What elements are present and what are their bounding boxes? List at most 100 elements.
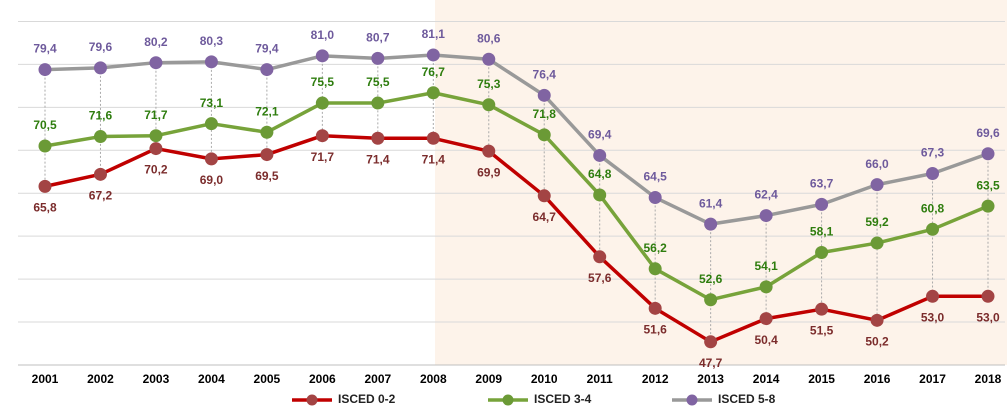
- x-tick-label: 2014: [753, 372, 780, 386]
- x-tick-label: 2006: [309, 372, 336, 386]
- data-label: 50,4: [754, 333, 778, 347]
- series-line: [44, 53, 989, 226]
- point: [926, 289, 940, 303]
- legend-marker: [686, 394, 698, 406]
- point: [704, 217, 718, 231]
- point: [149, 56, 163, 70]
- data-label: 75,5: [366, 75, 390, 89]
- data-label: 50,2: [865, 335, 889, 349]
- point: [815, 245, 829, 259]
- data-label: 53,0: [921, 310, 945, 324]
- legend-label: ISCED 5-8: [718, 392, 776, 406]
- x-tick-label: 2015: [808, 372, 835, 386]
- data-label: 64,5: [643, 170, 667, 184]
- data-label: 65,8: [33, 201, 57, 215]
- data-label: 75,5: [311, 75, 335, 89]
- x-tick-label: 2002: [87, 372, 114, 386]
- plot: 2001 2002 2003 2004 2005 2006 2007 2008 2009 2010…: [32, 27, 1002, 406]
- data-label: 70,5: [33, 118, 57, 132]
- point: [371, 96, 385, 110]
- point: [426, 48, 440, 62]
- data-label: 71,7: [311, 150, 335, 164]
- data-label: 71,8: [533, 107, 557, 121]
- data-label: 60,8: [921, 201, 945, 215]
- point: [315, 96, 329, 110]
- legend-label: ISCED 0-2: [338, 392, 396, 406]
- point: [648, 301, 662, 315]
- point: [260, 148, 274, 162]
- data-label: 81,0: [311, 28, 335, 42]
- point: [870, 313, 884, 327]
- x-tick-label: 2016: [864, 372, 891, 386]
- data-label: 53,0: [976, 310, 1000, 324]
- point: [149, 142, 163, 156]
- point: [315, 129, 329, 143]
- x-tick-label: 2011: [587, 372, 613, 386]
- grid: [18, 20, 1005, 323]
- point: [204, 117, 218, 131]
- data-label: 61,4: [699, 196, 723, 210]
- point: [482, 52, 496, 66]
- data-label: 80,7: [366, 31, 390, 45]
- series-line: [44, 133, 988, 344]
- point: [870, 236, 884, 250]
- point: [537, 189, 551, 203]
- data-label: 54,1: [754, 259, 778, 273]
- data-label: 67,3: [921, 146, 945, 160]
- data-label: 80,3: [200, 34, 224, 48]
- point: [759, 209, 773, 223]
- x-tick-label: 2001: [32, 372, 59, 386]
- x-tick-label: 2009: [475, 372, 502, 386]
- point: [815, 302, 829, 316]
- data-label: 58,1: [810, 225, 834, 239]
- data-label: 69,9: [477, 165, 501, 179]
- x-tick-label: 2018: [975, 372, 1002, 386]
- data-label: 51,5: [810, 323, 834, 337]
- point: [482, 144, 496, 158]
- legend-label: ISCED 3-4: [534, 392, 592, 406]
- data-label: 70,2: [144, 163, 168, 177]
- point: [149, 129, 163, 143]
- data-label: 80,6: [477, 31, 501, 45]
- data-label: 73,1: [200, 96, 224, 110]
- point: [981, 199, 995, 213]
- point: [593, 250, 607, 264]
- data-label: 80,2: [144, 35, 168, 49]
- data-label: 79,4: [33, 42, 57, 56]
- point: [981, 147, 995, 161]
- data-label: 71,4: [366, 152, 390, 166]
- point: [815, 197, 829, 211]
- x-tick-label: 2004: [198, 372, 225, 386]
- data-label: 62,4: [754, 188, 778, 202]
- data-label: 63,7: [810, 177, 834, 191]
- point: [38, 139, 52, 153]
- x-tick-label: 2012: [642, 372, 669, 386]
- data-label: 79,4: [255, 42, 279, 56]
- data-label: 76,7: [422, 65, 446, 79]
- x-tick-label: 2017: [919, 372, 946, 386]
- point: [93, 130, 107, 144]
- legend-marker: [502, 394, 514, 406]
- data-label: 64,7: [533, 210, 557, 224]
- point: [260, 125, 274, 139]
- data-label: 51,6: [643, 322, 667, 336]
- data-label: 71,4: [422, 152, 446, 166]
- point: [593, 188, 607, 202]
- data-label: 71,6: [89, 109, 113, 123]
- data-label: 69,5: [255, 169, 279, 183]
- data-label: 63,5: [976, 178, 1000, 192]
- point: [926, 166, 940, 180]
- x-tick-label: 2003: [143, 372, 170, 386]
- data-label: 56,2: [643, 241, 667, 255]
- data-label: 64,8: [588, 167, 612, 181]
- data-label: 59,2: [865, 215, 889, 229]
- series-line: [44, 91, 989, 302]
- data-label: 69,4: [588, 128, 612, 142]
- x-tick-label: 2013: [697, 372, 724, 386]
- data-label: 52,6: [699, 272, 723, 286]
- point: [260, 63, 274, 77]
- point: [38, 179, 52, 193]
- point: [426, 131, 440, 145]
- x-tick-label: 2005: [254, 372, 281, 386]
- data-label: 79,6: [89, 40, 113, 54]
